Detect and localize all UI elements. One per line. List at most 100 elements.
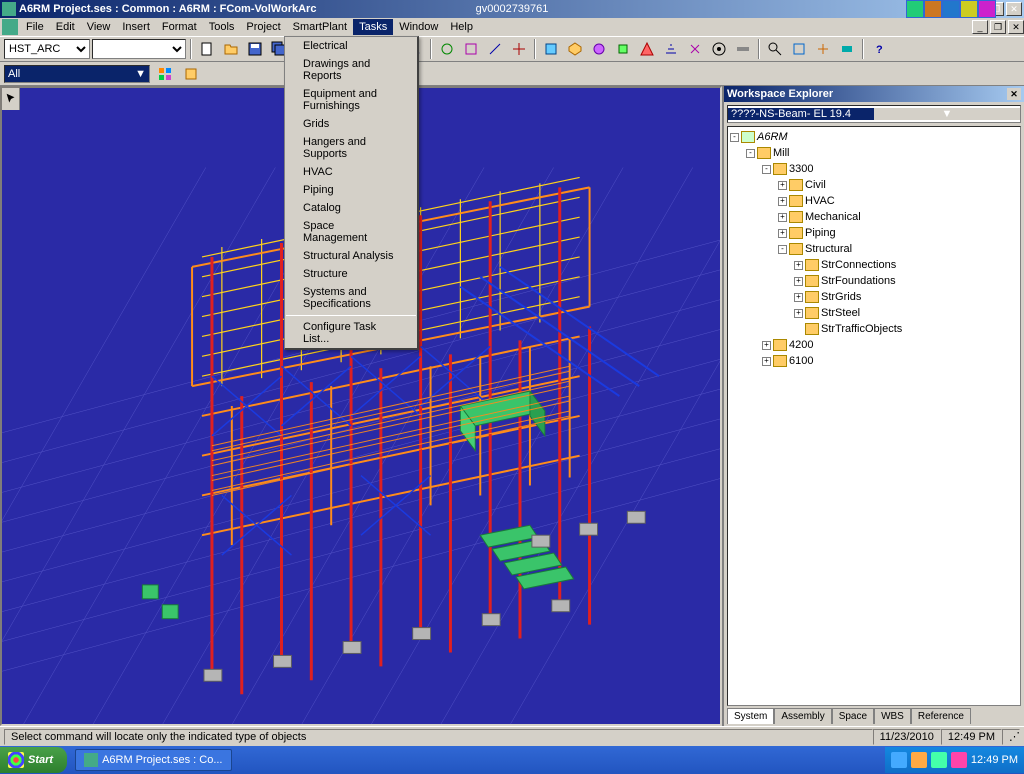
app-icon [2, 2, 16, 16]
menu-item[interactable]: Structural Analysis [285, 247, 417, 265]
tray-icon[interactable] [951, 752, 967, 768]
menu-item[interactable]: Hangers and Supports [285, 133, 417, 163]
view-select[interactable]: HST_ARC [4, 39, 90, 59]
menu-edit[interactable]: Edit [50, 19, 81, 35]
system-tray[interactable]: 12:49 PM [885, 747, 1024, 773]
tool-1[interactable] [436, 38, 458, 60]
tray-icon[interactable] [891, 752, 907, 768]
tree-node[interactable]: StrTrafficObjects [730, 321, 1018, 337]
tree-node[interactable]: +HVAC [730, 193, 1018, 209]
bg-app-icon[interactable] [979, 1, 995, 17]
menu-item[interactable]: HVAC [285, 163, 417, 181]
doc-id: gv0002739761 [476, 3, 549, 15]
tree-node[interactable]: +Civil [730, 177, 1018, 193]
menu-item[interactable]: Drawings and Reports [285, 55, 417, 85]
menubar-icon [2, 19, 18, 35]
child-restore[interactable]: ❐ [990, 20, 1006, 34]
tool-3[interactable] [484, 38, 506, 60]
second-select[interactable] [92, 39, 186, 59]
tree-node[interactable]: -Structural [730, 241, 1018, 257]
tool-6[interactable] [564, 38, 586, 60]
tool-11[interactable] [684, 38, 706, 60]
explorer-close[interactable]: ✕ [1007, 88, 1021, 100]
tree-node[interactable]: +Piping [730, 225, 1018, 241]
tool-9[interactable] [636, 38, 658, 60]
filterbar: All▼ [0, 62, 1024, 86]
menu-item[interactable]: Catalog [285, 199, 417, 217]
menu-help[interactable]: Help [444, 19, 479, 35]
tray-icon[interactable] [911, 752, 927, 768]
menu-tools[interactable]: Tools [203, 19, 241, 35]
save-button[interactable] [244, 38, 266, 60]
menu-file[interactable]: File [20, 19, 50, 35]
menubar: File Edit View Insert Format Tools Proje… [0, 18, 1024, 36]
toolbar-main: HST_ARC ? [0, 36, 1024, 62]
menu-smartplant[interactable]: SmartPlant [287, 19, 353, 35]
menu-view[interactable]: View [81, 19, 117, 35]
menu-format[interactable]: Format [156, 19, 203, 35]
menu-window[interactable]: Window [393, 19, 444, 35]
tool-12[interactable] [708, 38, 730, 60]
filter-btn-2[interactable] [180, 63, 202, 85]
filter-select[interactable]: All▼ [4, 65, 150, 83]
tree-node[interactable]: +4200 [730, 337, 1018, 353]
tasks-dropdown: ElectricalDrawings and ReportsEquipment … [284, 36, 419, 350]
menu-item[interactable]: Electrical [285, 37, 417, 55]
close-button[interactable]: ✕ [1006, 2, 1022, 16]
explorer-tab[interactable]: System [727, 708, 774, 724]
tree-node[interactable]: +StrSteel [730, 305, 1018, 321]
explorer-tab[interactable]: WBS [874, 708, 911, 724]
tool-4[interactable] [508, 38, 530, 60]
tool-13[interactable] [732, 38, 754, 60]
explorer-tab[interactable]: Reference [911, 708, 971, 724]
menu-item[interactable]: Grids [285, 115, 417, 133]
bg-app-icon[interactable] [943, 1, 959, 17]
svg-text:?: ? [876, 44, 883, 56]
filter-btn-1[interactable] [154, 63, 176, 85]
child-minimize[interactable]: _ [972, 20, 988, 34]
explorer-tab[interactable]: Space [832, 708, 874, 724]
menu-project[interactable]: Project [240, 19, 286, 35]
tray-icon[interactable] [931, 752, 947, 768]
tree-node[interactable]: +StrGrids [730, 289, 1018, 305]
app-titlebar: A6RM Project.ses : Common : A6RM : FCom-… [0, 0, 1024, 18]
explorer-tree[interactable]: -A6RM-Mill-3300+Civil+HVAC+Mechanical+Pi… [727, 126, 1021, 706]
tool-14[interactable] [788, 38, 810, 60]
menu-tasks[interactable]: Tasks [353, 19, 393, 35]
child-close[interactable]: ✕ [1008, 20, 1024, 34]
tree-node[interactable]: +StrFoundations [730, 273, 1018, 289]
bg-app-icon[interactable] [925, 1, 941, 17]
tree-node[interactable]: -Mill [730, 145, 1018, 161]
tool-16[interactable] [836, 38, 858, 60]
bg-app-icon[interactable] [961, 1, 977, 17]
help-button[interactable]: ? [868, 38, 890, 60]
tree-node[interactable]: +Mechanical [730, 209, 1018, 225]
tool-15[interactable] [812, 38, 834, 60]
explorer-title: Workspace Explorer ✕ [724, 86, 1024, 102]
workspace-explorer: Workspace Explorer ✕ ????-NS-Beam- EL 19… [722, 86, 1024, 726]
menu-item[interactable]: Piping [285, 181, 417, 199]
menu-item[interactable]: Systems and Specifications [285, 283, 417, 313]
tool-7[interactable] [588, 38, 610, 60]
tool-8[interactable] [612, 38, 634, 60]
tool-2[interactable] [460, 38, 482, 60]
menu-item[interactable]: Equipment and Furnishings [285, 85, 417, 115]
menu-item[interactable]: Structure [285, 265, 417, 283]
explorer-select[interactable]: ????-NS-Beam- EL 19.4▼ [727, 105, 1021, 123]
menu-insert[interactable]: Insert [116, 19, 156, 35]
zoom-button[interactable] [764, 38, 786, 60]
start-button[interactable]: Start [0, 747, 67, 773]
tool-10[interactable] [660, 38, 682, 60]
tree-node[interactable]: +StrConnections [730, 257, 1018, 273]
explorer-tab[interactable]: Assembly [774, 708, 831, 724]
tree-node[interactable]: +6100 [730, 353, 1018, 369]
tree-node[interactable]: -A6RM [730, 129, 1018, 145]
menu-item[interactable]: Configure Task List... [285, 318, 417, 348]
bg-app-icon[interactable] [907, 1, 923, 17]
new-button[interactable] [196, 38, 218, 60]
menu-item[interactable]: Space Management [285, 217, 417, 247]
tree-node[interactable]: -3300 [730, 161, 1018, 177]
tool-5[interactable] [540, 38, 562, 60]
task-icon [84, 753, 98, 767]
open-button[interactable] [220, 38, 242, 60]
